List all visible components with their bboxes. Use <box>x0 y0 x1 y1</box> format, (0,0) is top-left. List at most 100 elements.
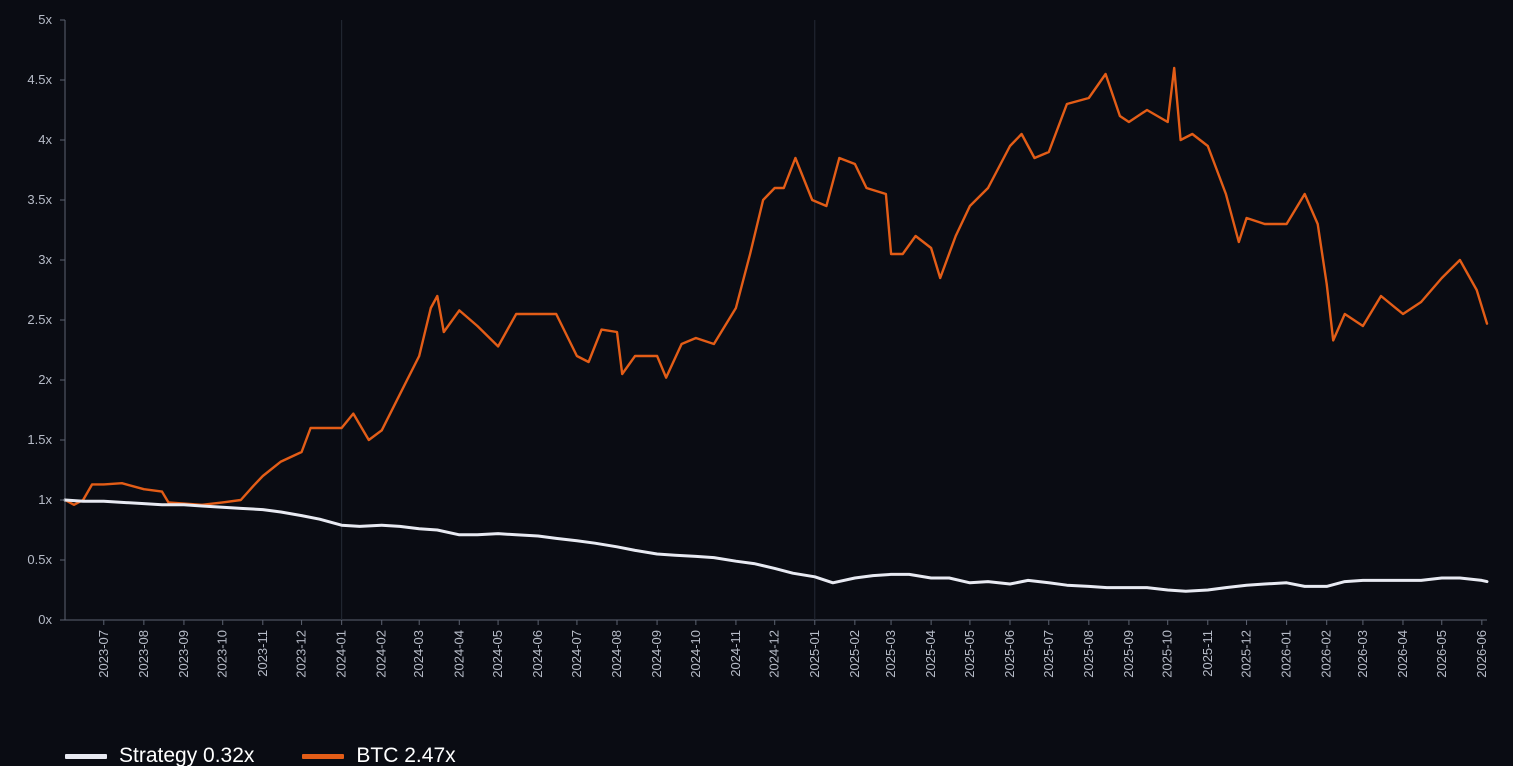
btc-line-point <box>340 427 343 429</box>
strategy-line-point <box>120 501 123 504</box>
y-tick-label: 2x <box>38 372 52 387</box>
btc-line-point <box>1245 217 1248 219</box>
strategy-line-point <box>1402 579 1404 582</box>
strategy-line-point <box>279 511 282 513</box>
x-tick-label: 2023-12 <box>294 630 309 678</box>
btc-line-point <box>621 373 624 375</box>
series-layer <box>63 66 1489 593</box>
btc-line-point <box>884 193 887 195</box>
x-tick-label: 2023-11 <box>255 630 270 677</box>
strategy-line-point <box>594 542 596 545</box>
strategy-line-point <box>1361 579 1364 582</box>
strategy-line-point <box>674 554 677 557</box>
strategy-line-point <box>555 537 558 540</box>
btc-line-point <box>1118 115 1121 117</box>
strategy-line-point <box>161 503 163 506</box>
legend-label-btc: BTC 2.47x <box>356 744 456 766</box>
legend-item-btc[interactable]: BTC 2.47x <box>302 744 456 766</box>
btc-line-point <box>1285 223 1288 225</box>
btc-line-point <box>1440 277 1443 279</box>
btc-line-point <box>987 187 989 189</box>
btc-line-point <box>1206 145 1209 147</box>
vertical-marker-layer <box>341 20 816 620</box>
strategy-line-point <box>1224 586 1227 589</box>
btc-line-point <box>600 328 603 331</box>
strategy-line-point <box>201 505 203 507</box>
btc-line-point <box>555 313 558 315</box>
btc-line-point <box>587 361 590 363</box>
x-tick-label: 2026-05 <box>1434 630 1449 678</box>
x-tick-label: 2023-08 <box>136 630 151 678</box>
x-tick-label: 2025-12 <box>1239 630 1254 678</box>
btc-line-point <box>1325 283 1328 285</box>
y-tick-label: 5x <box>38 12 52 27</box>
btc-line-point <box>167 501 170 504</box>
btc-line-point <box>1343 313 1346 315</box>
strategy-line-point <box>398 525 401 528</box>
btc-line-point <box>1047 151 1050 153</box>
x-tick-label: 2025-06 <box>1002 630 1017 678</box>
strategy-line-point <box>1184 590 1187 593</box>
x-tick-layer: 2023-07 2023-08 2023-09 2023-10 2023-11 2023-… <box>96 620 1489 678</box>
strategy-line-point <box>813 575 816 578</box>
x-tick-label: 2024-05 <box>490 630 505 678</box>
btc-line-point <box>901 253 904 255</box>
strategy-line-point <box>1440 577 1443 579</box>
x-tick-label: 2023-09 <box>176 630 191 678</box>
strategy-line-point <box>239 507 242 510</box>
y-tick-layer: 0x 0.5x 1x 1.5x 2x 2.5x 3x 3.5x 4x 4.5x 5x <box>27 12 65 627</box>
btc-line-point <box>73 503 75 506</box>
btc-line-point <box>838 157 841 159</box>
btc-line-point <box>380 429 383 432</box>
btc-line-point <box>954 235 957 237</box>
btc-line-point <box>914 235 917 237</box>
strategy-line-point <box>908 573 911 576</box>
btc-line-point <box>429 307 432 309</box>
btc-line-point <box>1127 121 1130 123</box>
strategy-line-point <box>1047 581 1050 584</box>
legend-item-strategy[interactable]: Strategy 0.32x <box>65 744 254 766</box>
btc-line-point <box>1380 295 1382 297</box>
btc-line-point <box>325 427 328 429</box>
btc-line-point <box>497 345 500 348</box>
x-tick-label: 2025-08 <box>1081 630 1096 678</box>
btc-line-point <box>1475 289 1478 291</box>
x-tick-label: 2026-01 <box>1279 630 1294 678</box>
x-tick-label: 2025-11 <box>1200 630 1215 677</box>
x-tick-label: 2024-07 <box>569 630 584 678</box>
btc-line-point <box>616 331 618 333</box>
strategy-line-point <box>575 539 578 542</box>
btc-line-point <box>1191 133 1194 135</box>
strategy-line-point <box>458 533 461 536</box>
legend-swatch-btc <box>302 753 345 759</box>
strategy-line <box>63 498 1489 593</box>
btc-line-point <box>1486 322 1488 325</box>
x-tick-label: 2025-10 <box>1160 630 1175 678</box>
strategy-line-point <box>1009 583 1011 585</box>
y-tick-label: 3.5x <box>27 192 52 207</box>
strategy-line-point <box>318 518 321 521</box>
strategy-line-point <box>1285 581 1288 584</box>
x-tick-label: 2025-01 <box>807 630 822 678</box>
strategy-line-point <box>948 577 951 579</box>
strategy-line-point <box>656 553 659 555</box>
strategy-line-point <box>476 533 479 536</box>
strategy-line-point <box>1343 580 1346 583</box>
strategy-line-point <box>300 514 303 517</box>
y-tick-label: 2.5x <box>27 312 52 327</box>
legend-label-strategy: Strategy 0.32x <box>119 744 255 766</box>
strategy-line-point <box>694 555 697 558</box>
strategy-line-point <box>358 525 361 528</box>
btc-line-point <box>749 253 752 255</box>
btc-line-point <box>1458 259 1461 261</box>
strategy-line-point <box>1263 583 1266 585</box>
btc-line-point <box>665 376 668 379</box>
btc-line-point <box>442 331 445 333</box>
x-tick-label: 2024-04 <box>451 630 466 678</box>
btc-line <box>63 66 1489 506</box>
btc-line-point <box>537 313 540 315</box>
btc-line-point <box>694 337 697 339</box>
legend: Strategy 0.32x BTC 2.47x <box>65 744 456 766</box>
btc-line-point <box>773 187 776 189</box>
